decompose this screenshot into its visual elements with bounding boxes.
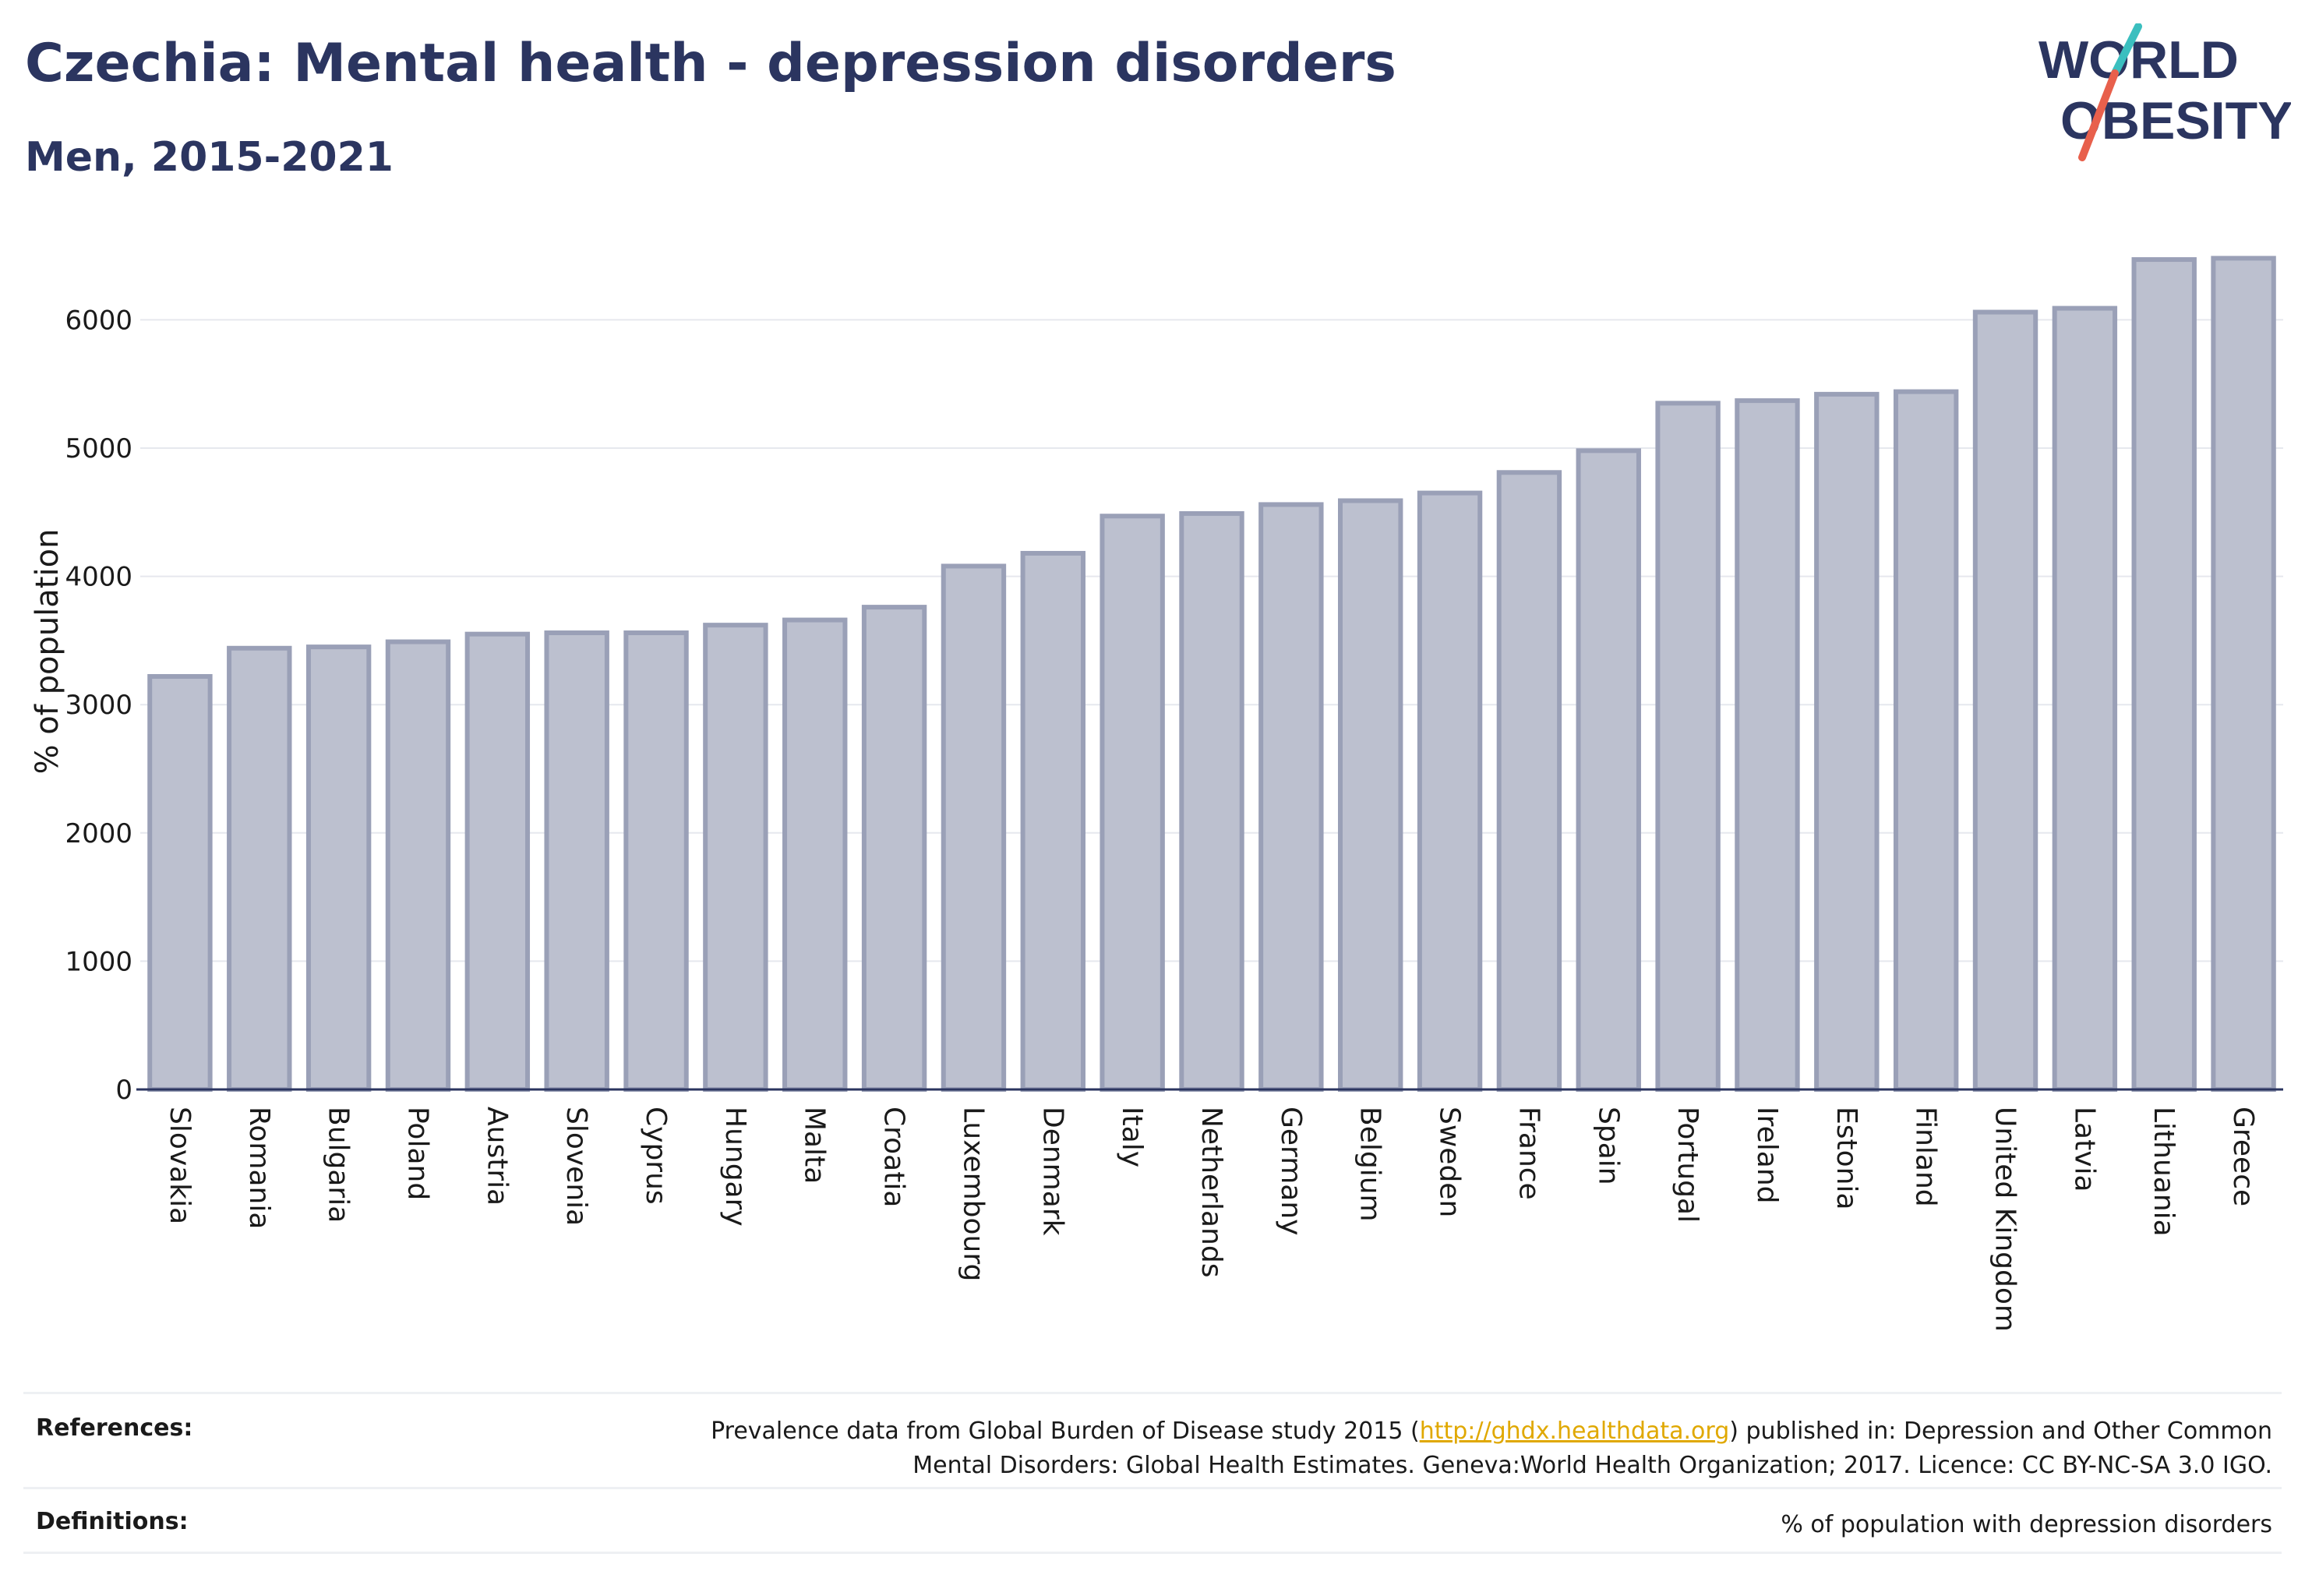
y-tick-label: 4000 — [65, 562, 132, 593]
logo-slash-red — [2078, 69, 2119, 161]
bar-france — [1496, 470, 1562, 1092]
bar-belgium — [1338, 498, 1403, 1092]
bar-austria — [464, 631, 531, 1092]
bar-ireland — [1735, 398, 1800, 1092]
x-tick-label: Ireland — [1751, 1107, 1783, 1204]
bar-united-kingdom — [1972, 309, 2038, 1092]
x-tick-label: United Kingdom — [1989, 1107, 2021, 1332]
bar-bulgaria — [305, 644, 372, 1092]
bar-cyprus — [623, 630, 689, 1092]
x-tick-label: Greece — [2227, 1107, 2259, 1206]
x-tick-label: Romania — [243, 1107, 275, 1229]
x-tick-label: Croatia — [878, 1107, 910, 1207]
x-tick-label: Belgium — [1354, 1107, 1386, 1222]
references-text-after: ) published in: Depression and Other Com… — [1729, 1418, 2272, 1445]
bar-slovenia — [544, 630, 609, 1092]
x-tick-label: Portugal — [1671, 1107, 1703, 1223]
x-tick-label: Cyprus — [640, 1107, 672, 1205]
logo-slash-teal — [2111, 23, 2142, 77]
bar-slovakia — [147, 673, 213, 1092]
chart-title: Czechia: Mental health - depression diso… — [25, 33, 1396, 94]
y-axis-ticks: 0 1000 2000 3000 4000 5000 6000 — [65, 305, 132, 1106]
x-tick-label: Lithuania — [2148, 1107, 2180, 1237]
chart-subtitle: Men, 2015-2021 — [25, 134, 394, 181]
bar-luxembourg — [941, 563, 1007, 1092]
x-tick-label: Denmark — [1036, 1107, 1068, 1236]
references-text-before: Prevalence data from Global Burden of Di… — [711, 1418, 1420, 1445]
x-tick-label: Netherlands — [1195, 1107, 1227, 1277]
bar-italy — [1100, 514, 1165, 1092]
definitions-text: % of population with depression disorder… — [1781, 1511, 2272, 1538]
bar-finland — [1893, 389, 1959, 1092]
y-tick-label: 3000 — [65, 690, 132, 721]
bar-netherlands — [1179, 510, 1244, 1092]
y-tick-label: 5000 — [65, 433, 132, 464]
x-tick-label: Germany — [1275, 1107, 1307, 1235]
bar-poland — [385, 639, 451, 1092]
references-label: References: — [36, 1414, 193, 1442]
bar-chart: 0 1000 2000 3000 4000 5000 6000 Slovakia Romani… — [30, 256, 2283, 1332]
definitions-row: Definitions: % of population with depres… — [23, 1487, 2282, 1554]
y-tick-label: 2000 — [65, 818, 132, 849]
x-tick-label: Slovakia — [164, 1107, 196, 1224]
x-tick-label: Austria — [481, 1107, 513, 1206]
x-tick-label: Finland — [1910, 1107, 1942, 1207]
bar-sweden — [1417, 490, 1483, 1092]
y-tick-label: 0 — [115, 1075, 132, 1106]
references-text: Prevalence data from Global Burden of Di… — [711, 1414, 2282, 1487]
bar-hungary — [703, 623, 768, 1092]
bars — [147, 256, 2276, 1093]
bar-germany — [1258, 502, 1324, 1092]
bar-spain — [1576, 448, 1641, 1092]
x-tick-label: Latvia — [2068, 1107, 2100, 1192]
y-tick-label: 1000 — [65, 946, 132, 977]
x-tick-label: Estonia — [1830, 1107, 1862, 1210]
bar-latvia — [2052, 305, 2118, 1092]
logo-line1: WORLD — [2038, 30, 2239, 90]
bar-malta — [782, 617, 848, 1092]
references-text-line2: Mental Disorders: Global Health Estimate… — [912, 1452, 2272, 1479]
x-tick-label: Poland — [401, 1107, 433, 1200]
bar-estonia — [1814, 391, 1880, 1093]
x-tick-label: Malta — [799, 1107, 831, 1184]
x-tick-label: Italy — [1116, 1107, 1148, 1167]
references-link[interactable]: http://ghdx.healthdata.org — [1419, 1418, 1730, 1445]
world-obesity-logo: WORLD OBESITY — [2038, 23, 2291, 161]
bar-croatia — [861, 605, 927, 1092]
x-tick-label: Bulgaria — [323, 1107, 355, 1223]
x-tick-label: Luxembourg — [957, 1107, 989, 1281]
y-tick-label: 6000 — [65, 305, 132, 336]
x-tick-label: Hungary — [719, 1107, 751, 1227]
bar-greece — [2211, 256, 2276, 1093]
x-tick-label: Sweden — [1434, 1107, 1466, 1217]
references-row: References: Prevalence data from Global … — [23, 1392, 2282, 1487]
bar-denmark — [1020, 550, 1086, 1092]
bar-lithuania — [2131, 257, 2197, 1093]
x-tick-label: Slovenia — [560, 1107, 592, 1226]
x-tick-label: France — [1513, 1107, 1544, 1200]
x-tick-label: Spain — [1592, 1107, 1624, 1185]
footer: References: Prevalence data from Global … — [23, 1392, 2282, 1554]
x-axis-labels: Slovakia Romania Bulgaria Poland Austria Slov… — [164, 1107, 2259, 1332]
bar-romania — [227, 645, 292, 1092]
bar-portugal — [1655, 401, 1721, 1092]
y-axis-label: % of population — [30, 529, 65, 775]
definitions-label: Definitions: — [36, 1508, 189, 1535]
